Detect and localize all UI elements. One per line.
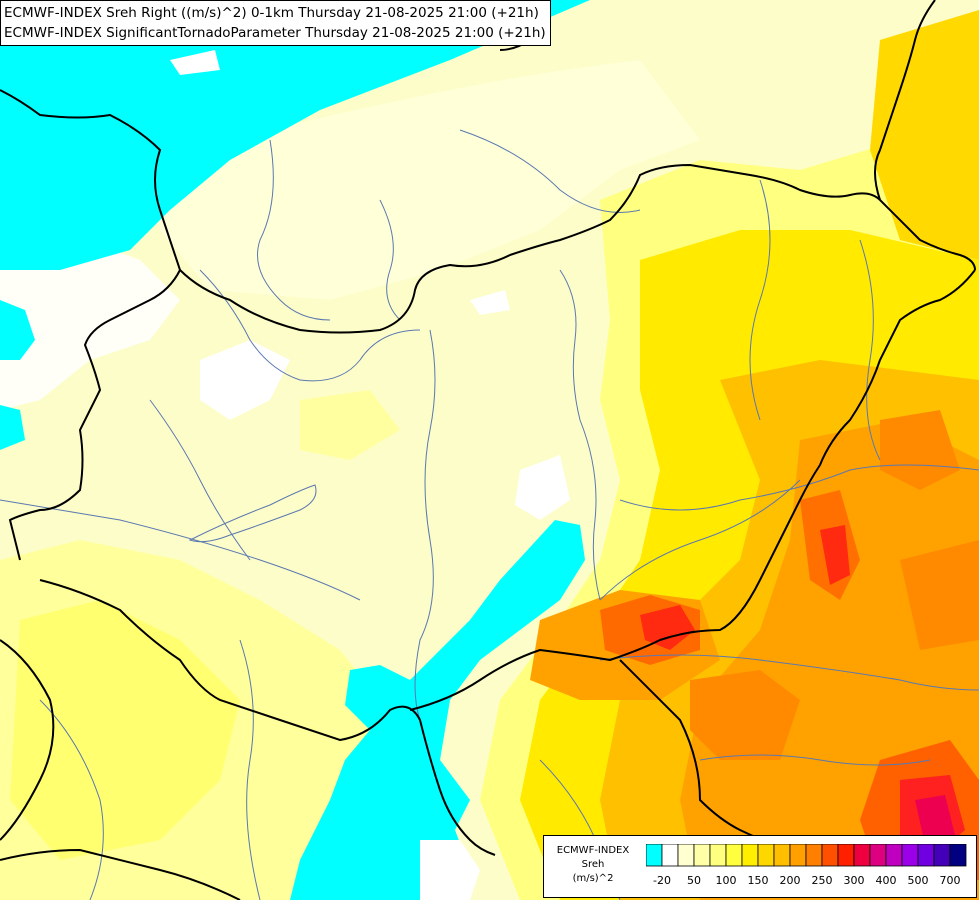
river-16 — [39, 699, 104, 900]
lake-outline — [188, 484, 317, 543]
river-12 — [149, 399, 251, 561]
border-north — [0, 89, 881, 334]
legend-tick-label: 200 — [779, 874, 801, 887]
legend-tick-label: 250 — [811, 874, 833, 887]
river-9 — [619, 464, 979, 511]
field-pale-north — [150, 60, 700, 300]
legend-swatch — [885, 844, 903, 867]
legend-tick-label: 100 — [715, 874, 737, 887]
river-8 — [459, 129, 641, 213]
legend-swatch — [821, 844, 839, 867]
legend-swatch — [789, 844, 807, 867]
legend: ECMWF-INDEX Sreh (m/s)^2 -20 50 100 150 200 2… — [543, 835, 977, 898]
legend-swatch — [805, 844, 823, 867]
legend-swatch — [901, 844, 919, 867]
field-red-1 — [640, 605, 695, 650]
field-white-se — [515, 455, 570, 520]
title-line-1: ECMWF-INDEX Sreh Right ((m/s)^2) 0-1km T… — [4, 5, 539, 21]
legend-swatch — [853, 844, 871, 867]
river-11 — [699, 754, 931, 766]
field-cyan-north — [0, 0, 590, 270]
river-14 — [749, 179, 771, 421]
legend-unit: (m/s)^2 — [572, 873, 614, 884]
field-white-west — [0, 230, 180, 410]
title-box: ECMWF-INDEX Sreh Right ((m/s)^2) 0-1km T… — [0, 0, 551, 46]
border-se — [619, 659, 781, 846]
river-1 — [199, 269, 421, 382]
border-east — [879, 199, 976, 271]
legend-tick-label: 50 — [687, 874, 701, 887]
title-line-2: ECMWF-INDEX SignificantTornadoParameter … — [4, 25, 546, 41]
legend-tick-label: 300 — [843, 874, 865, 887]
border-south — [409, 269, 976, 711]
legend-tick-label: 400 — [875, 874, 897, 887]
legend-tick-label: 150 — [747, 874, 769, 887]
river-10 — [599, 654, 979, 691]
legend-swatch — [917, 844, 935, 867]
river-15 — [859, 239, 881, 461]
field-gold-ne — [870, 10, 979, 260]
field-cyan-west-1 — [0, 300, 35, 360]
legend-color-bar — [646, 844, 967, 867]
legend-swatch — [693, 844, 711, 867]
legend-parameter: Sreh — [581, 859, 605, 870]
field-cyan-south — [290, 520, 585, 900]
river-4 — [599, 479, 801, 601]
legend-tick-label: 700 — [939, 874, 961, 887]
legend-ticks: -20 50 100 150 200 250 300 400 500 700 — [646, 874, 966, 890]
field-orange-mid — [690, 670, 800, 760]
field-red-2 — [820, 525, 850, 585]
legend-source: ECMWF-INDEX — [556, 845, 630, 856]
river-3 — [559, 269, 601, 601]
border-bottom — [0, 848, 241, 900]
field-orange-mid2 — [880, 410, 960, 490]
legend-swatch — [646, 844, 663, 867]
border-west — [8, 269, 181, 561]
legend-swatch — [757, 844, 775, 867]
legend-swatch — [933, 844, 951, 867]
field-white-center — [200, 340, 290, 420]
river-6 — [257, 139, 331, 321]
field-orange-mid3 — [900, 540, 979, 650]
legend-swatch — [837, 844, 855, 867]
legend-labels: ECMWF-INDEX Sreh (m/s)^2 — [544, 844, 642, 886]
legend-swatch — [677, 844, 695, 867]
border-sw-2 — [0, 639, 55, 841]
legend-swatch — [725, 844, 743, 867]
river-2 — [414, 329, 436, 721]
field-white-cyan-edge — [170, 50, 220, 75]
legend-swatch — [773, 844, 791, 867]
legend-tick-label: -20 — [653, 874, 671, 887]
legend-swatch — [709, 844, 727, 867]
legend-swatch — [869, 844, 887, 867]
legend-swatch — [661, 844, 679, 867]
border-ne — [874, 0, 936, 201]
field-cyan-west-2 — [0, 405, 25, 450]
border-south-west — [39, 579, 496, 856]
legend-swatch — [949, 844, 967, 867]
field-white-south — [420, 840, 480, 900]
field-white-patch — [470, 290, 510, 315]
river-13 — [239, 639, 261, 900]
legend-swatch — [741, 844, 759, 867]
legend-tick-label: 500 — [907, 874, 929, 887]
river-7 — [379, 199, 401, 321]
river-5 — [0, 499, 361, 601]
field-yellow-c — [300, 390, 400, 460]
field-magenta-1 — [915, 795, 955, 845]
